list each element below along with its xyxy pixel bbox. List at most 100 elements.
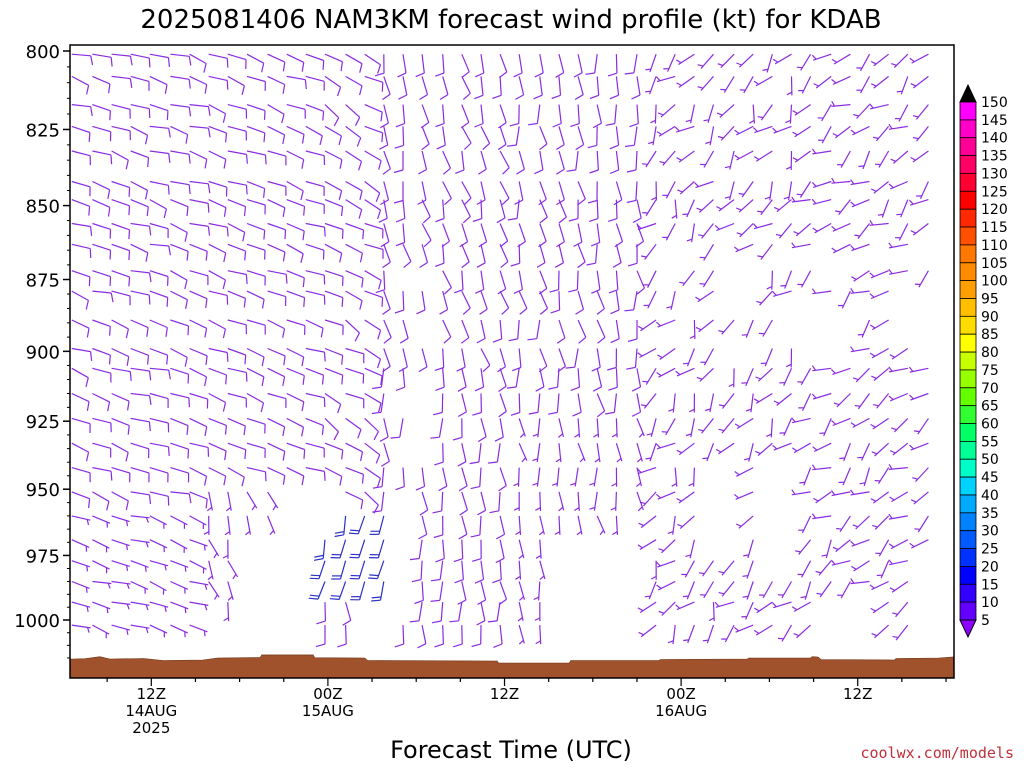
wind-barb xyxy=(189,580,209,590)
wind-barb xyxy=(694,180,714,189)
wind-barb xyxy=(329,581,347,600)
wind-barb xyxy=(111,515,130,527)
wind-barb xyxy=(518,581,525,601)
wind-barb xyxy=(92,367,112,383)
wind-barb xyxy=(305,125,323,146)
wind-barb xyxy=(393,151,404,174)
wind-barb xyxy=(474,560,485,584)
wind-barb xyxy=(227,104,248,119)
wind-barb xyxy=(869,347,889,359)
colorbar-label: 40 xyxy=(981,488,999,504)
wind-barb xyxy=(149,367,171,380)
wind-barb xyxy=(796,181,812,198)
wind-barb xyxy=(349,539,366,559)
wind-barb xyxy=(892,624,909,641)
wind-barb xyxy=(92,125,112,142)
y-tick-label: 925 xyxy=(26,412,60,433)
wind-barb xyxy=(480,126,491,151)
wind-barb xyxy=(149,580,167,595)
wind-barb xyxy=(345,347,365,364)
wind-barb xyxy=(764,181,773,201)
wind-barb xyxy=(227,392,247,408)
colorbar-label: 135 xyxy=(981,149,1008,165)
wind-barb xyxy=(874,150,890,168)
wind-barb xyxy=(111,243,131,260)
wind-barb xyxy=(170,442,190,459)
wind-barb xyxy=(851,560,870,572)
wind-barb xyxy=(796,53,812,71)
colorbar-label: 45 xyxy=(981,470,999,486)
wind-barb xyxy=(645,54,657,73)
colorbar-legend: 1501451401351301251201151101051009590858… xyxy=(959,83,1008,639)
colorbar-swatch xyxy=(959,530,977,550)
wind-barb xyxy=(324,104,340,127)
wind-barb xyxy=(510,393,521,416)
wind-barb xyxy=(896,76,909,95)
wind-barb xyxy=(894,104,909,122)
wind-barb xyxy=(71,392,90,411)
wind-barb xyxy=(589,467,598,487)
wind-barb xyxy=(876,560,890,579)
wind-barb xyxy=(812,222,832,234)
wind-barb xyxy=(246,417,266,434)
wind-barb xyxy=(773,393,792,406)
wind-barb xyxy=(659,150,676,166)
wind-barb xyxy=(685,418,695,438)
wind-barb xyxy=(718,393,735,409)
wind-barb xyxy=(909,442,929,451)
y-tick-label: 825 xyxy=(26,120,60,141)
wind-barb xyxy=(286,392,305,412)
wind-barb xyxy=(430,560,444,582)
wind-barb xyxy=(611,418,618,438)
wind-barb xyxy=(856,53,871,72)
wind-barb xyxy=(609,76,620,100)
wind-barb xyxy=(890,150,909,164)
wind-barb xyxy=(208,290,229,305)
wind-barb xyxy=(227,150,248,164)
colorbar-label: 105 xyxy=(981,256,1008,272)
wind-barb xyxy=(607,199,618,222)
wind-barb xyxy=(552,104,562,128)
wind-barb xyxy=(170,53,192,66)
wind-barb xyxy=(461,126,472,150)
wind-barb xyxy=(651,181,657,201)
wind-barb xyxy=(536,244,546,268)
wind-barb xyxy=(734,417,754,430)
wind-barb xyxy=(681,560,695,578)
colorbar-label: 85 xyxy=(981,327,999,343)
wind-barb xyxy=(811,464,832,471)
wind-barb xyxy=(92,539,110,553)
wind-barb xyxy=(679,270,695,287)
colorbar-label: 125 xyxy=(981,184,1008,200)
wind-barb xyxy=(818,126,832,144)
wind-barb xyxy=(896,199,909,218)
wind-barb xyxy=(515,515,522,536)
wind-barb xyxy=(149,539,168,553)
wind-barb xyxy=(313,539,326,561)
wind-barb xyxy=(637,601,657,614)
wind-barb xyxy=(813,491,832,504)
wind-barb xyxy=(533,76,543,100)
wind-barb xyxy=(799,467,812,486)
wind-barb xyxy=(779,368,793,386)
wind-barb xyxy=(267,515,276,536)
wind-barb xyxy=(518,624,525,645)
wind-barb xyxy=(409,602,423,623)
wind-barb xyxy=(130,290,151,305)
wind-barb xyxy=(189,539,208,551)
wind-barb xyxy=(831,100,851,107)
wind-barb xyxy=(305,104,325,121)
wind-barb xyxy=(877,199,890,218)
wind-barb xyxy=(452,418,463,441)
wind-barb xyxy=(324,319,344,335)
wind-barb xyxy=(636,270,645,295)
wind-barb xyxy=(655,560,676,568)
wind-barb xyxy=(668,393,676,413)
wind-barb xyxy=(689,393,696,413)
wind-barb xyxy=(745,393,754,413)
wind-barb xyxy=(759,581,773,599)
wind-barb xyxy=(756,290,773,306)
wind-barb xyxy=(800,581,812,600)
wind-barb xyxy=(908,199,929,206)
wind-barb xyxy=(570,467,579,487)
